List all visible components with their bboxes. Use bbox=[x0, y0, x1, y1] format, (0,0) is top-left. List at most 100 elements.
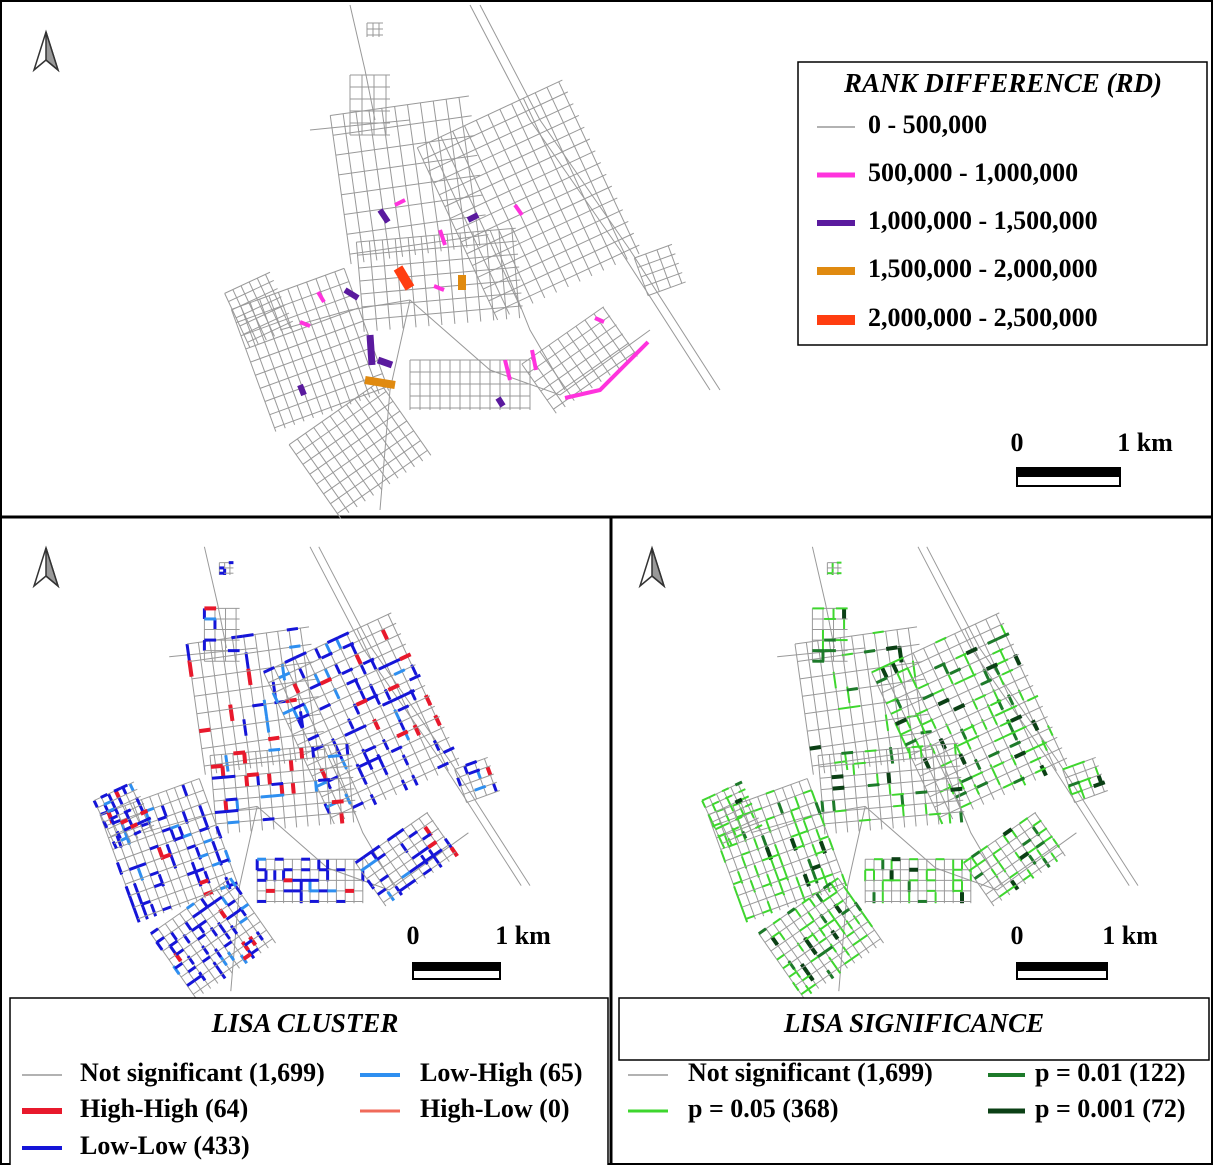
legend-label: 1,500,000 - 2,000,000 bbox=[868, 254, 1098, 283]
street-highlight bbox=[859, 820, 871, 821]
street-highlight bbox=[252, 704, 263, 706]
street-highlight bbox=[233, 752, 245, 753]
street-highlight bbox=[877, 773, 878, 784]
scale-label: 0 bbox=[1011, 428, 1024, 457]
street-highlight bbox=[912, 746, 924, 747]
street-highlight bbox=[215, 811, 227, 812]
legend-label: Low-High (65) bbox=[420, 1058, 583, 1087]
street-highlight bbox=[868, 785, 880, 786]
street-highlight bbox=[228, 822, 240, 823]
legend-label: p = 0.05 (368) bbox=[688, 1094, 839, 1123]
street-highlight bbox=[328, 756, 340, 757]
figure: RANK DIFFERENCE (RD) 0 - 500,000 500,000… bbox=[0, 0, 1213, 1165]
street-highlight bbox=[269, 773, 270, 784]
street-highlight bbox=[230, 705, 232, 721]
street-highlight bbox=[289, 646, 300, 648]
legend-label: 1,000,000 - 1,500,000 bbox=[868, 206, 1098, 235]
street-highlight bbox=[370, 335, 372, 365]
street-highlight bbox=[902, 794, 903, 805]
street-highlight bbox=[865, 750, 877, 751]
street-highlight bbox=[889, 783, 890, 794]
legend-label: 0 - 500,000 bbox=[868, 110, 987, 139]
street-highlight bbox=[886, 647, 897, 649]
street-highlight bbox=[316, 780, 317, 791]
street-highlight bbox=[261, 796, 273, 797]
street-highlight bbox=[291, 760, 292, 771]
street-highlight bbox=[949, 812, 950, 823]
street-highlight bbox=[822, 801, 823, 812]
legend: RANK DIFFERENCE (RD) 0 - 500,000 500,000… bbox=[798, 62, 1207, 345]
scale-label: 1 km bbox=[495, 921, 551, 950]
street-highlight bbox=[300, 385, 304, 395]
street-highlight bbox=[916, 792, 928, 793]
scale-label: 1 km bbox=[1117, 428, 1173, 457]
street-highlight bbox=[854, 763, 866, 764]
street-highlight bbox=[189, 660, 191, 676]
street-highlight bbox=[832, 776, 844, 777]
street-highlight bbox=[955, 744, 956, 755]
scale-label: 0 bbox=[407, 921, 420, 950]
street-highlight bbox=[841, 752, 853, 753]
street-highlight bbox=[487, 767, 490, 775]
street-highlight bbox=[341, 812, 342, 823]
street-highlight bbox=[301, 748, 302, 759]
street-highlight bbox=[247, 774, 259, 775]
street-highlight bbox=[162, 855, 170, 858]
legend-label: High-Low (0) bbox=[420, 1094, 570, 1123]
scale-label: 0 bbox=[1011, 921, 1024, 950]
legend-label: 2,000,000 - 2,500,000 bbox=[868, 303, 1098, 332]
street-highlight bbox=[864, 651, 875, 653]
street-highlight bbox=[200, 880, 208, 883]
street-highlight bbox=[141, 811, 148, 814]
street-highlight bbox=[833, 788, 845, 789]
street-highlight bbox=[921, 747, 922, 758]
street-highlight bbox=[268, 749, 280, 750]
street-highlight bbox=[227, 810, 239, 811]
street-highlight bbox=[224, 776, 236, 777]
scale-label: 1 km bbox=[1102, 921, 1158, 950]
street-highlight bbox=[835, 810, 847, 811]
street-highlight bbox=[268, 738, 279, 740]
street-highlight bbox=[378, 360, 392, 365]
street-highlight bbox=[212, 777, 224, 778]
legend-label: Not significant (1,699) bbox=[688, 1058, 933, 1087]
legend: LISA CLUSTER Not significant (1,699) Low… bbox=[10, 998, 608, 1165]
legend-title: RANK DIFFERENCE (RD) bbox=[843, 68, 1162, 98]
street-highlight bbox=[853, 764, 854, 775]
legend-label: Low-Low (433) bbox=[80, 1131, 250, 1160]
street-highlight bbox=[286, 700, 297, 702]
street-highlight bbox=[833, 800, 834, 811]
street-highlight bbox=[961, 811, 962, 822]
street-highlight bbox=[231, 636, 242, 638]
street-highlight bbox=[199, 730, 210, 732]
street-highlight bbox=[810, 747, 821, 749]
street-highlight bbox=[287, 628, 298, 630]
street-highlight bbox=[903, 805, 904, 816]
street-highlight bbox=[242, 635, 253, 637]
street-highlight bbox=[121, 820, 128, 823]
street-highlight bbox=[951, 789, 963, 790]
street-highlight bbox=[272, 795, 284, 796]
legend-label: Not significant (1,699) bbox=[80, 1058, 325, 1087]
street-highlight bbox=[735, 799, 742, 802]
street-highlight bbox=[847, 689, 858, 691]
street-highlight bbox=[888, 772, 889, 783]
street-highlight bbox=[318, 779, 330, 780]
street-highlight bbox=[271, 784, 283, 785]
street-highlight bbox=[211, 766, 223, 767]
legend-label: 500,000 - 1,000,000 bbox=[868, 158, 1078, 187]
street-highlight bbox=[365, 380, 395, 385]
legend-label: p = 0.01 (122) bbox=[1035, 1058, 1186, 1087]
street-highlight bbox=[909, 748, 910, 759]
street-highlight bbox=[131, 824, 138, 827]
street-highlight bbox=[929, 814, 941, 815]
street-highlight bbox=[226, 799, 238, 800]
street-highlight bbox=[246, 775, 247, 786]
legend-label: p = 0.001 (72) bbox=[1035, 1094, 1186, 1123]
legend-title: LISA SIGNIFICANCE bbox=[783, 1008, 1044, 1038]
street-highlight bbox=[263, 819, 275, 820]
street-highlight bbox=[812, 866, 820, 869]
legend-label: High-High (64) bbox=[80, 1094, 248, 1123]
street-highlight bbox=[892, 794, 904, 795]
street-highlight bbox=[332, 801, 344, 802]
